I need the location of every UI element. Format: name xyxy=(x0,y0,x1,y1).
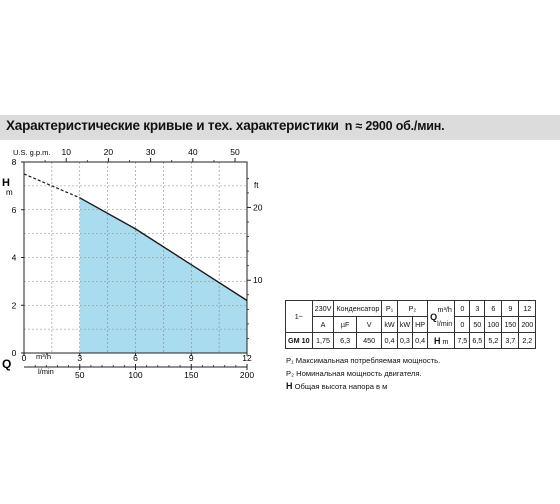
table-cell: 50 xyxy=(469,316,486,333)
speed-label: n ≈ 2900 об./мин. xyxy=(344,119,445,133)
note-text: Максимальная потребляемая мощность. xyxy=(295,356,441,365)
table-cell: 3 xyxy=(469,300,486,317)
table-cell: 9 xyxy=(501,300,520,317)
notes: P₁ Максимальная потребляемая мощность. P… xyxy=(286,354,440,393)
note-p1: P₁ Максимальная потребляемая мощность. xyxy=(286,354,440,367)
note-text: Номинальная мощность двигателя. xyxy=(296,369,422,378)
y-unit-label: m xyxy=(6,188,13,197)
table-cell: 3,7 xyxy=(501,332,520,349)
q-unit-m3h: m³/h xyxy=(437,304,452,314)
condenser-cell: Конденсатор xyxy=(333,300,383,317)
x-lmin-tick-label: 200 xyxy=(240,370,254,380)
x-top-tick-label: 50 xyxy=(230,147,240,157)
unit-a: A xyxy=(311,316,335,333)
x-m3h-unit: m³/h xyxy=(36,352,51,361)
table-cell: 150 xyxy=(501,316,520,333)
unit-uf: µF xyxy=(333,316,357,333)
y-tick-label: 0 xyxy=(12,348,17,358)
table-cell: 1,75 xyxy=(311,332,335,349)
table-cell: 7,5 xyxy=(454,332,471,349)
title-label: Характеристические кривые и тех. характе… xyxy=(6,118,339,133)
y-right-unit: ft xyxy=(254,181,259,190)
x-tick-label: 9 xyxy=(189,353,194,363)
y-tick-label: 6 xyxy=(12,205,17,215)
p1-cell: P₁ xyxy=(381,300,398,317)
table-cell: 0 xyxy=(454,316,471,333)
x-tick-label: 12 xyxy=(242,353,252,363)
x-top-tick-label: 10 xyxy=(61,147,71,157)
note-symbol: P₁ xyxy=(286,356,294,365)
table-cell: 6,3 xyxy=(333,332,357,349)
x-tick-label: 6 xyxy=(133,353,138,363)
phase-cell: 1~ xyxy=(285,300,313,333)
x-top-unit: U.S. g.p.m. xyxy=(13,148,51,157)
table-cell: 450 xyxy=(355,332,383,349)
table-cell: 12 xyxy=(518,300,537,317)
page-title: Характеристические кривые и тех. характе… xyxy=(6,118,445,133)
x-top-tick-label: 20 xyxy=(104,147,114,157)
y-right-tick-label: 20 xyxy=(253,202,263,212)
curve-line xyxy=(79,197,248,302)
unit-kw: kW xyxy=(381,316,398,333)
note-symbol: H xyxy=(286,381,293,391)
p2-cell: P₂ xyxy=(396,300,429,317)
h-cell: H m xyxy=(427,332,456,349)
table-cell: 5,2 xyxy=(484,332,503,349)
table-row: GM 10 1,75 6,3 450 0,4 0,3 0,4 H m 7,5 6… xyxy=(285,332,537,349)
x-tick-label: 3 xyxy=(77,353,82,363)
note-p2: P₂ Номинальная мощность двигателя. xyxy=(286,367,440,380)
y-tick-label: 4 xyxy=(12,253,17,263)
table-cell: 6 xyxy=(484,300,503,317)
voltage-cell: 230V xyxy=(311,300,335,317)
q-symbol: Q xyxy=(2,357,11,371)
table-cell: 0,4 xyxy=(412,332,429,349)
table-cell: 2,2 xyxy=(518,332,537,349)
x-top-tick-label: 40 xyxy=(188,147,198,157)
x-lmin-unit: l/min xyxy=(38,367,54,376)
y-tick-label: 8 xyxy=(12,157,17,167)
table-cell: 100 xyxy=(484,316,503,333)
x-tick-label: 0 xyxy=(22,353,27,363)
table-cell: 0,3 xyxy=(396,332,414,349)
h-unit: m xyxy=(442,336,449,346)
unit-hp: HP xyxy=(412,316,429,333)
y-axis-label: H xyxy=(2,177,10,189)
table-cell: 0,4 xyxy=(381,332,398,349)
note-h: H Общая высота напора в м xyxy=(286,380,440,393)
model-cell: GM 10 xyxy=(285,332,313,349)
note-symbol: P₂ xyxy=(286,369,295,378)
curve-dashed-line xyxy=(23,173,80,199)
unit-v: V xyxy=(355,316,383,333)
x-lmin-tick-label: 100 xyxy=(128,370,142,380)
q-symbol: Q xyxy=(430,311,438,322)
q-unit-lmin: l/min xyxy=(437,318,453,328)
table-row: 1~ 230V Конденсатор P₁ P₂ Q m³/h l/min 0… xyxy=(285,300,537,333)
table-row: A µF V kW kW HP 0 50 100 150 200 xyxy=(286,316,537,333)
table-cell: 0 xyxy=(454,300,471,317)
x-lmin-tick-label: 50 xyxy=(75,370,85,380)
x-top-tick-label: 30 xyxy=(146,147,156,157)
unit-kw: kW xyxy=(396,316,414,333)
h-symbol: H xyxy=(433,335,441,346)
x-lmin-tick-label: 150 xyxy=(184,370,198,380)
spec-table: 1~ 230V Конденсатор P₁ P₂ Q m³/h l/min 0… xyxy=(285,300,537,349)
table-cell: 200 xyxy=(518,316,537,333)
title-bar xyxy=(0,115,560,140)
y-right-tick-label: 10 xyxy=(253,275,263,285)
y-tick-label: 2 xyxy=(12,300,17,310)
table-cell: 6,5 xyxy=(469,332,486,349)
note-text: Общая высота напора в м xyxy=(294,382,388,391)
q-cell: Q m³/h l/min xyxy=(427,300,456,333)
